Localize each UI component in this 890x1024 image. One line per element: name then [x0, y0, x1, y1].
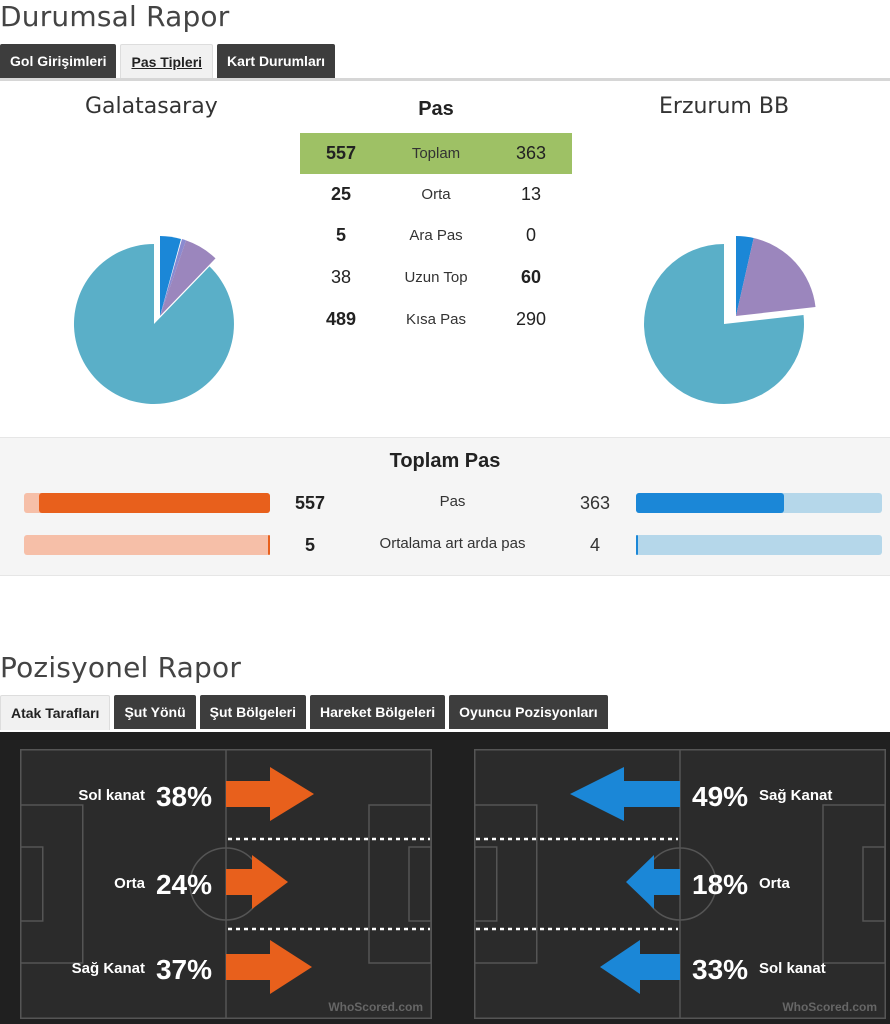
away-attack-pct: 49% — [692, 781, 748, 812]
home-pie-orta — [160, 236, 181, 316]
pas-row-uzun-top: 38 Uzun Top 60 — [300, 257, 572, 298]
pas-home-value: 489 — [325, 309, 357, 329]
bar-label: Ortalama art arda pas — [379, 535, 526, 552]
tab-hareket-bolgeleri[interactable]: Hareket Bölgeleri — [310, 695, 446, 729]
pas-home-value: 25 — [330, 184, 352, 204]
away-team-name: Erzurum BB — [659, 94, 790, 119]
home-bar-fill — [268, 535, 270, 555]
home-pie-kisa-pas — [73, 244, 234, 404]
home-attack-pct: 24% — [156, 869, 212, 900]
away-bar-value: 4 — [589, 535, 600, 555]
home-team-name: Galatasaray — [85, 94, 218, 119]
tab-atak-taraflari[interactable]: Atak Tarafları — [0, 695, 111, 730]
pozisyonel-rapor-title: Pozisyonel Rapor — [0, 651, 242, 684]
away-pass-pie-chart — [644, 236, 816, 404]
pas-row-label: Orta — [421, 186, 451, 203]
pas-away-value: 290 — [515, 309, 547, 329]
tab-sut-bolgeleri[interactable]: Şut Bölgeleri — [199, 695, 306, 729]
home-attack-label: Sol kanat — [78, 787, 145, 804]
pas-row-orta: 25 Orta 13 — [300, 174, 572, 215]
home-arrow-orta — [226, 855, 288, 909]
pas-away-value: 13 — [520, 184, 542, 204]
away-attack-pitch: 49% Sağ Kanat 18% Orta 33% Sol kanat Who… — [474, 749, 886, 1019]
tab-gol-girisimleri[interactable]: Gol Girişimleri — [0, 44, 117, 78]
home-attack-pct: 37% — [156, 954, 212, 985]
away-arrow-sol-kanat — [600, 940, 680, 994]
pas-table-title: Pas — [418, 98, 454, 120]
away-attack-label: Orta — [759, 875, 791, 892]
home-bar-value: 5 — [304, 535, 315, 555]
home-pass-pie-chart — [73, 236, 234, 404]
whoscored-watermark: WhoScored.com — [782, 1000, 877, 1014]
home-arrow-sag-kanat — [226, 940, 312, 994]
home-attack-label: Sağ Kanat — [72, 960, 145, 977]
pas-row-ara-pas: 5 Ara Pas 0 — [300, 215, 572, 256]
pas-home-value: 38 — [330, 267, 352, 287]
pas-row-kisa-pas: 489 Kısa Pas 290 — [300, 299, 572, 340]
pas-home-value: 557 — [325, 143, 357, 163]
home-arrow-sol-kanat — [226, 767, 314, 821]
tab-kart-durumlari[interactable]: Kart Durumları — [217, 44, 336, 78]
durumsal-tabs: Gol Girişimleri Pas Tipleri Kart Durumla… — [0, 44, 336, 79]
tab-sut-yonu[interactable]: Şut Yönü — [114, 695, 196, 729]
home-attack-pct: 38% — [156, 781, 212, 812]
home-bar-fill — [39, 493, 270, 513]
away-bar-value: 363 — [579, 493, 611, 513]
pas-away-value: 363 — [515, 143, 547, 163]
tab-oyuncu-pozisyonlari[interactable]: Oyuncu Pozisyonları — [449, 695, 608, 729]
pas-row-toplam: 557 Toplam 363 — [300, 133, 572, 174]
away-pie-uzun-top — [736, 238, 816, 316]
home-attack-pitch: Sol kanat 38% Orta 24% Sağ Kanat 37% Who… — [20, 749, 432, 1019]
away-attack-pct: 33% — [692, 954, 748, 985]
tab-pas-tipleri[interactable]: Pas Tipleri — [120, 44, 214, 79]
away-attack-label: Sol kanat — [759, 960, 826, 977]
whoscored-watermark: WhoScored.com — [328, 1000, 423, 1014]
away-bar-fill — [636, 493, 784, 513]
toplam-pas-title: Toplam Pas — [389, 450, 501, 472]
pas-home-value: 5 — [335, 225, 346, 245]
pas-away-value: 60 — [520, 267, 542, 287]
away-bar-track — [636, 535, 882, 555]
away-attack-pct: 18% — [692, 869, 748, 900]
pas-row-label: Toplam — [411, 145, 461, 162]
away-pie-kisa-pas — [644, 244, 805, 404]
away-attack-label: Sağ Kanat — [759, 787, 832, 804]
tabs-divider — [0, 78, 890, 81]
home-bar-track — [24, 493, 270, 513]
durumsal-rapor-title: Durumsal Rapor — [0, 0, 230, 33]
pas-away-value: 0 — [525, 225, 536, 245]
home-pie-uzun-top — [160, 240, 216, 316]
home-bar-track — [24, 535, 270, 555]
away-pie-orta — [736, 236, 754, 316]
attack-sides-panel: Sol kanat 38% Orta 24% Sağ Kanat 37% Who… — [0, 732, 890, 1024]
pas-row-label: Uzun Top — [404, 269, 468, 286]
pozisyonel-tabs: Atak Tarafları Şut Yönü Şut Bölgeleri Ha… — [0, 695, 608, 730]
pas-row-label: Kısa Pas — [405, 311, 467, 328]
away-arrow-sag-kanat — [570, 767, 680, 821]
home-bar-value: 557 — [294, 493, 326, 513]
pas-row-label: Ara Pas — [409, 227, 463, 244]
home-attack-label: Orta — [114, 875, 146, 892]
bar-label: Pas — [439, 493, 466, 510]
toplam-pas-row-ortalama: 5 Ortalama art arda pas 4 — [0, 535, 890, 557]
away-bar-fill — [636, 535, 638, 555]
away-arrow-orta — [626, 855, 680, 909]
toplam-pas-row-pas: 557 Pas 363 — [0, 493, 890, 515]
home-pie-ara-pas — [160, 239, 186, 316]
